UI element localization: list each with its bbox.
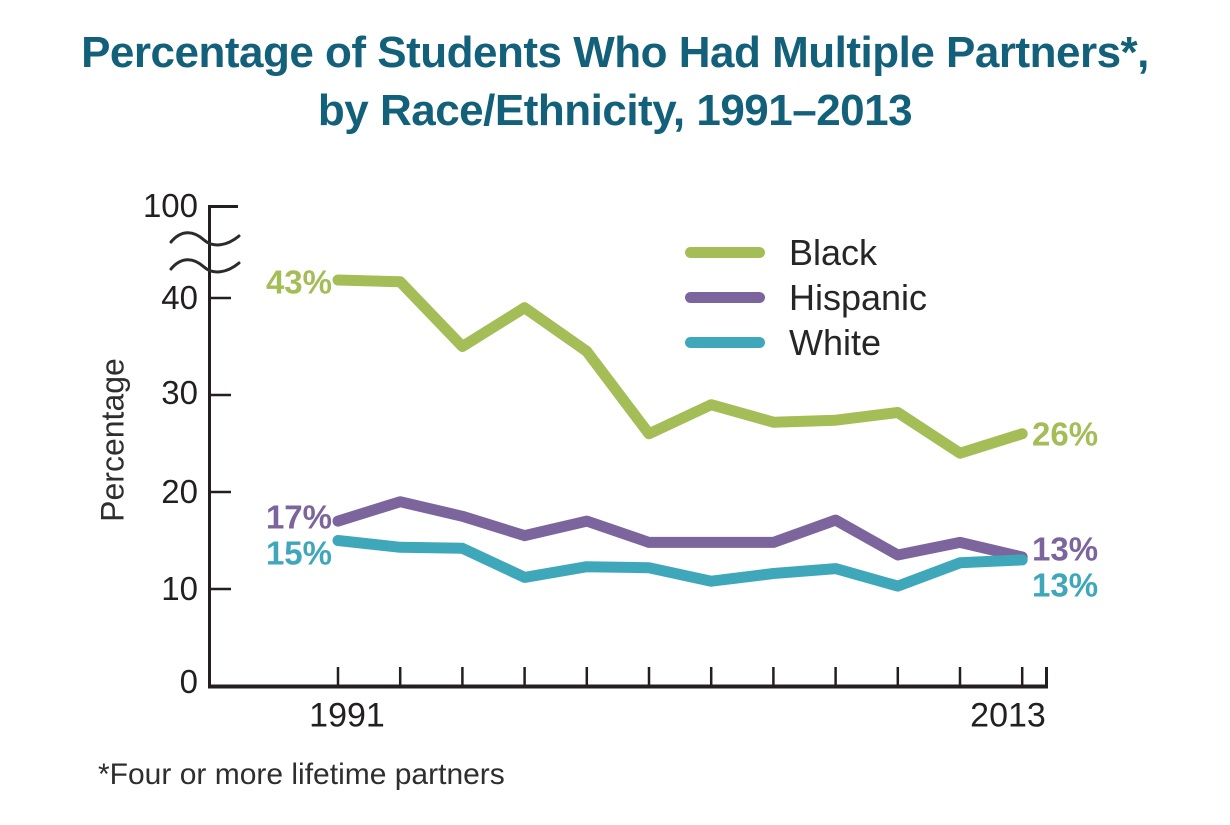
y-tick-label-20: 20 (161, 473, 198, 510)
end-value-label-hispanic: 13% (1032, 530, 1099, 568)
legend-label-hispanic: Hispanic (789, 276, 928, 318)
data-line-hispanic (332, 496, 1028, 563)
data-line-black (332, 274, 1028, 459)
x-tick-label-2013: 2013 (970, 696, 1046, 735)
start-value-label-black: 43% (265, 263, 332, 301)
chart-title-line1: Percentage of Students Who Had Multiple … (81, 28, 1149, 77)
y-tick-label-100: 100 (142, 187, 198, 224)
data-lines (332, 274, 1028, 592)
data-line-white (332, 535, 1028, 592)
y-tick-label-0: 0 (179, 663, 198, 700)
legend: Black Hispanic White (685, 230, 927, 365)
legend-item-black: Black (685, 230, 927, 275)
y-tick-label-40: 40 (161, 279, 198, 316)
chart-title: Percentage of Students Who Had Multiple … (0, 24, 1230, 140)
end-value-label-white: 13% (1032, 566, 1099, 604)
end-value-label-black: 26% (1032, 415, 1099, 453)
start-value-label-white: 15% (265, 534, 332, 572)
chart-title-line2: by Race/Ethnicity, 1991–2013 (317, 86, 913, 135)
legend-swatch-white-icon (685, 337, 765, 348)
legend-label-black: Black (789, 231, 878, 273)
axis-break-squiggle-bottom (169, 258, 241, 274)
legend-label-white: White (789, 321, 882, 363)
legend-swatch-hispanic-icon (685, 292, 765, 303)
axis-ticks (209, 296, 1024, 686)
axis-break-squiggle-top (169, 231, 241, 247)
y-tick-label-10: 10 (161, 570, 198, 607)
y-tick-label-30: 30 (161, 374, 198, 411)
x-tick-label-1991: 1991 (309, 696, 385, 735)
start-value-label-hispanic: 17% (265, 498, 332, 536)
legend-swatch-black-icon (685, 247, 765, 258)
legend-item-hispanic: Hispanic (685, 275, 927, 320)
y-axis-title: Percentage (94, 358, 131, 522)
footnote: *Four or more lifetime partners (98, 758, 505, 791)
legend-item-white: White (685, 320, 927, 365)
